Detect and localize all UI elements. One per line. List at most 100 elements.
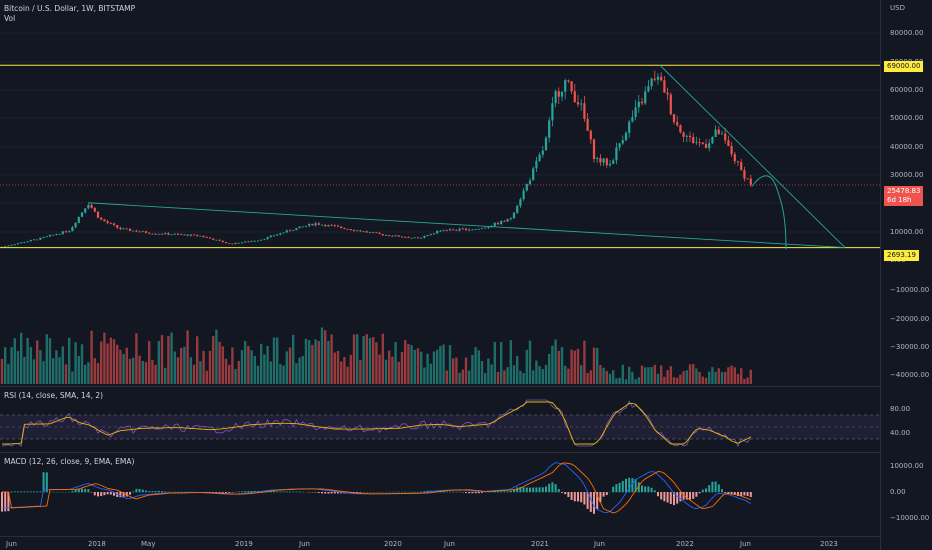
macd-hist-150: [481, 492, 483, 493]
candle-body-60: [192, 234, 196, 236]
candle-body-136: [436, 231, 439, 234]
candle-body-48: [154, 233, 157, 235]
volume-bar-20: [64, 364, 68, 384]
volume-bar-87: [279, 364, 282, 384]
volume-bar-53: [170, 332, 173, 384]
macd-hist-172: [551, 482, 554, 493]
macd-hist-226: [724, 492, 727, 493]
macd-hist-86: [276, 491, 279, 493]
candle-body-14: [45, 236, 48, 238]
volume-label[interactable]: Vol: [4, 14, 16, 23]
candle-body-106: [340, 226, 343, 228]
candle-body-122: [391, 235, 394, 237]
macd-hist-162: [519, 486, 522, 493]
macd-hist-173: [554, 484, 557, 493]
volume-bar-183: [586, 372, 589, 384]
volume-bar-137: [439, 346, 442, 384]
candle-body-206: [660, 76, 663, 81]
candle-body-73: [234, 242, 237, 245]
volume-bar-181: [580, 365, 583, 384]
candle-body-188: [602, 158, 605, 163]
candle-body-109: [349, 229, 352, 231]
candle-body-70: [224, 242, 228, 244]
volume-bar-118: [378, 354, 381, 384]
macd-hist-92: [295, 491, 298, 493]
volume-bar-22: [71, 371, 74, 384]
volume-bar-197: [631, 371, 634, 384]
candle-body-21: [68, 231, 71, 233]
volume-bar-163: [522, 373, 525, 384]
candle-body-23: [74, 222, 77, 228]
price-tick-7: 10000.00: [890, 228, 924, 236]
macd-hist-6: [20, 491, 23, 493]
volume-bar-43: [138, 355, 141, 384]
volume-bar-65: [208, 350, 212, 384]
volume-bar-234: [749, 369, 752, 384]
candle-body-88: [282, 232, 285, 234]
macd-hist-192: [615, 484, 618, 493]
pane-separator-rsi[interactable]: [0, 386, 880, 387]
volume-bar-233: [746, 377, 749, 384]
volume-bar-13: [42, 361, 45, 384]
candle-body-207: [663, 80, 666, 93]
candle-body-58: [186, 234, 189, 236]
volume-bar-71: [228, 364, 231, 384]
volume-bar-162: [519, 370, 522, 384]
macd-hist-179: [573, 492, 576, 502]
candle-body-135: [432, 233, 436, 235]
pane-separator-macd[interactable]: [0, 452, 880, 453]
candle-body-1: [4, 246, 7, 247]
volume-bar-176: [564, 365, 567, 384]
macd-hist-220: [705, 488, 707, 493]
macd-hist-5: [17, 491, 19, 493]
macd-hist-184: [589, 492, 592, 512]
macd-hist-40: [129, 492, 131, 495]
macd-hist-101: [324, 492, 327, 494]
volume-bar-60: [192, 364, 196, 384]
descending-trendline-short: [659, 64, 846, 248]
volume-bar-227: [727, 367, 730, 384]
volume-bar-37: [119, 349, 122, 384]
macd-hist-201: [644, 486, 647, 493]
macd-hist-7: [23, 491, 26, 493]
volume-bar-129: [413, 349, 416, 384]
candle-body-231: [740, 162, 743, 171]
candle-body-27: [87, 204, 90, 209]
macd-hist-102: [327, 492, 330, 494]
volume-bar-230: [736, 373, 740, 384]
volume-bar-154: [493, 341, 496, 384]
candle-body-217: [695, 142, 698, 143]
volume-bar-73: [234, 368, 237, 384]
drawing-lines[interactable]: [0, 64, 880, 250]
symbol-title[interactable]: Bitcoin / U.S. Dollar, 1W, BITSTAMP: [4, 4, 136, 13]
candle-body-175: [560, 91, 564, 97]
candle-body-234: [749, 178, 752, 185]
macd-hist-166: [532, 487, 535, 493]
macd-label[interactable]: MACD (12, 26, close, 9, EMA, EMA): [4, 457, 135, 466]
volume-bar-157: [503, 370, 506, 384]
macd-hist-41: [132, 491, 135, 493]
macd-signal-line: [2, 462, 751, 514]
candle-body-32: [103, 219, 106, 222]
candle-body-138: [442, 230, 445, 232]
volume-bar-85: [272, 337, 276, 384]
macd-hist-147: [471, 492, 474, 494]
volume-bar-182: [583, 340, 586, 384]
volume-bar-52: [167, 336, 170, 384]
volume-bar-125: [400, 351, 404, 384]
volume-bar-201: [644, 367, 647, 384]
volume-bar-166: [532, 370, 535, 384]
projection-path: [751, 175, 787, 250]
price-tick-5: 30000.00: [890, 171, 924, 179]
candle-body-102: [327, 224, 330, 227]
candle-body-64: [205, 237, 208, 238]
rsi-label[interactable]: RSI (14, close, SMA, 14, 2): [4, 391, 104, 400]
macd-hist-167: [535, 487, 538, 493]
macd-hist-53: [170, 491, 173, 493]
candle-body-55: [176, 233, 180, 235]
macd-hist-46: [148, 491, 151, 493]
volume-bar-214: [685, 370, 688, 384]
volume-bar-178: [570, 349, 573, 384]
macd-hist-55: [177, 491, 179, 493]
